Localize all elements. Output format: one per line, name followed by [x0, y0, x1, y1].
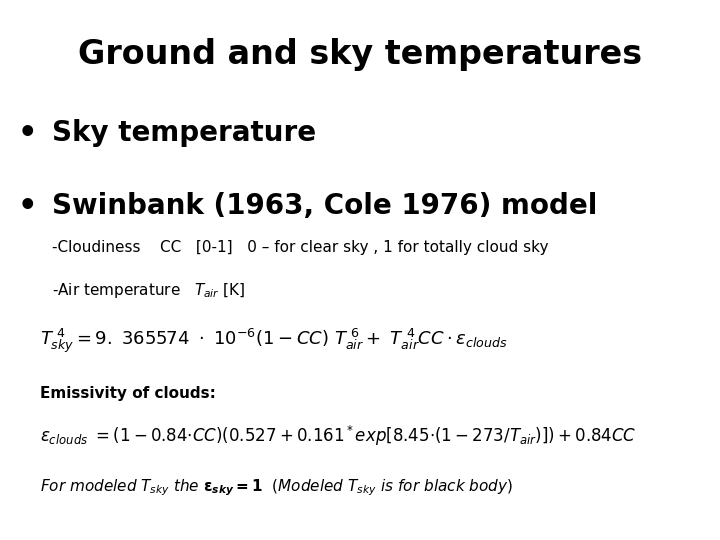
Text: Sky temperature: Sky temperature [52, 119, 316, 147]
Text: $T_{sky}^{\ 4} = 9.\ 365574\ \cdot\ 10^{-6}(1 - CC)\ T_{air}^{\ 6}+\ T_{air}^{\ : $T_{sky}^{\ 4} = 9.\ 365574\ \cdot\ 10^{… [40, 327, 508, 355]
Text: For modeled $T_{sky}$ $the\ \boldsymbol{\varepsilon}_{\boldsymbol{sky}}\boldsymb: For modeled $T_{sky}$ $the\ \boldsymbol{… [40, 478, 513, 498]
Text: $\varepsilon_{clouds}\ =(1-0.84{\cdot}CC)(0.527+0.161^*exp[8.45{\cdot}(1-273/T_{: $\varepsilon_{clouds}\ =(1-0.84{\cdot}CC… [40, 424, 636, 448]
Text: Swinbank (1963, Cole 1976) model: Swinbank (1963, Cole 1976) model [52, 192, 597, 220]
Text: -Air temperature   $T_{air}$ [K]: -Air temperature $T_{air}$ [K] [52, 281, 245, 300]
Text: -Cloudiness    CC   [0-1]   0 – for clear sky , 1 for totally cloud sky: -Cloudiness CC [0-1] 0 – for clear sky ,… [52, 240, 549, 255]
Text: Emissivity of clouds:: Emissivity of clouds: [40, 386, 215, 401]
Text: •: • [18, 119, 37, 148]
Text: Ground and sky temperatures: Ground and sky temperatures [78, 38, 642, 71]
Text: •: • [18, 192, 37, 221]
